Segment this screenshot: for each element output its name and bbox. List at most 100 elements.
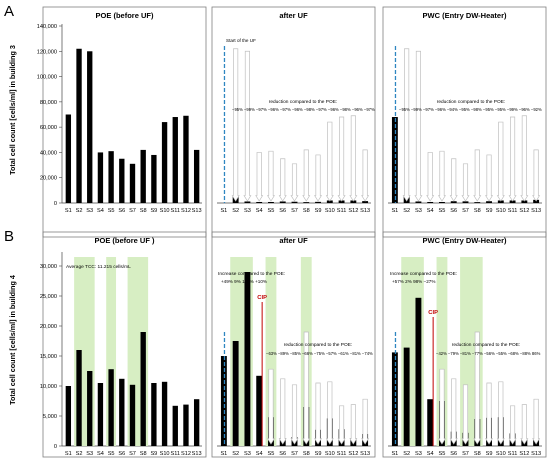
x-tick-label: S3 (415, 208, 422, 214)
x-tick-label: S6 (118, 208, 125, 214)
panel-frame (211, 6, 376, 238)
reduction-arrow (461, 384, 470, 445)
bar-S7 (129, 163, 136, 203)
x-tick-label: S7 (462, 208, 469, 214)
row-a-ylabel: Total cell count [cells/ml] in building … (8, 45, 17, 175)
reduction-arrow (278, 158, 287, 202)
average-tcc-note: Average TCC: 11.215 cells/mL (66, 264, 131, 270)
x-tick-label: S13 (192, 451, 202, 457)
x-tick-label: S2 (403, 208, 410, 214)
reduction-arrow (473, 149, 482, 202)
bar-S13 (193, 399, 200, 446)
x-tick-label: S7 (129, 451, 136, 457)
x-tick-label: S3 (244, 208, 251, 214)
x-tick-label: S5 (108, 208, 115, 214)
highlight-band (106, 257, 117, 446)
reduction-label: reduction compared to the POE: (437, 99, 506, 105)
x-tick-label: S1 (65, 208, 72, 214)
reduction-arrow (426, 152, 435, 202)
highlight-band (265, 257, 277, 446)
x-tick-label: S3 (244, 451, 251, 457)
x-tick-label: S12 (519, 451, 529, 457)
y-tick-label: 140,000 (37, 24, 57, 30)
chart-panel-2: after UF S1 S2 S3 S4 S5 S6 S7 S8 S9 S10 S11 S12 S13 (211, 6, 376, 238)
reduction-label: reduction compared to the POE: (452, 342, 521, 348)
x-tick-label: S9 (486, 208, 493, 214)
bar-S5 (268, 201, 274, 203)
panel-title: POE (before UF) (96, 11, 154, 20)
x-tick-label: S8 (303, 451, 310, 457)
panel-title: PWC (Entry DW-Heater) (422, 11, 507, 20)
bar-S11 (338, 200, 345, 203)
bar-S2 (76, 48, 82, 203)
reduction-label: reduction compared to the POE: (284, 342, 353, 348)
x-tick-label: S12 (348, 451, 358, 457)
x-tick-label: S9 (150, 451, 157, 457)
x-tick-label: S1 (391, 208, 398, 214)
reduction-arrow (437, 368, 446, 445)
x-tick-label: S10 (160, 208, 170, 214)
x-tick-label: S11 (170, 451, 180, 457)
x-tick-label: S10 (160, 451, 170, 457)
reduction-arrow (290, 163, 299, 202)
x-tick-label: S2 (76, 451, 83, 457)
panel-title: after UF (279, 11, 308, 20)
x-tick-label: S3 (86, 208, 93, 214)
bar-S12 (183, 404, 189, 446)
bar-S11 (172, 405, 178, 446)
cip-label: CIP (428, 310, 438, 316)
bar-S3 (415, 201, 422, 203)
panel-frame (382, 231, 547, 458)
x-tick-label: S4 (256, 451, 263, 457)
chart-panel-4: POE (before UF ) 0 5,000 10,000 15,000 20,000… (40, 231, 207, 458)
x-tick-label: S13 (360, 451, 370, 457)
reduction-arrow (325, 121, 334, 202)
x-tick-label: S6 (118, 451, 125, 457)
x-tick-label: S7 (291, 208, 298, 214)
x-tick-label: S6 (450, 451, 457, 457)
chart-panel-3: PWC (Entry DW-Heater)S1 S2 S3 S4 S5 S6 S7 S8 S9 S… (382, 6, 547, 238)
y-tick-label: 0 (54, 201, 57, 207)
x-tick-label: S1 (391, 451, 398, 457)
bar-S3 (87, 371, 93, 446)
x-tick-label: S9 (150, 208, 157, 214)
reduction-arrow (449, 378, 458, 445)
x-tick-label: S2 (232, 208, 239, 214)
reduction-arrow (314, 382, 323, 445)
bar-S5 (108, 151, 114, 203)
bar-S9 (151, 383, 157, 446)
reduction-label: reduction compared to the POE: (269, 99, 338, 105)
y-tick-label: 40,000 (40, 150, 57, 156)
chart-panel-1: POE (before UF) 0 20,000 40,000 60,000 80,000… (37, 6, 207, 238)
x-tick-label: S8 (140, 208, 147, 214)
bar-S8 (303, 202, 310, 203)
x-tick-label: S9 (315, 208, 322, 214)
x-tick-label: S5 (439, 451, 446, 457)
reduction-arrow (496, 121, 505, 202)
increase-values: +49% 9% 132% +10% (221, 279, 267, 284)
y-tick-label: 80,000 (40, 100, 57, 106)
reduction-arrow (325, 381, 334, 445)
bar-S10 (161, 381, 168, 446)
x-tick-label: S11 (337, 208, 347, 214)
reduction-arrow (302, 331, 311, 445)
x-tick-label: S10 (325, 208, 335, 214)
reduction-arrow (437, 150, 446, 202)
reduction-arrow (508, 116, 517, 202)
x-tick-label: S11 (337, 451, 347, 457)
bar-S7 (129, 384, 136, 446)
x-tick-label: S9 (486, 451, 493, 457)
bar-S10 (161, 122, 168, 203)
row-b-ylabel: Total cell count [cells/ml] in building … (8, 275, 17, 405)
panel-title: POE (before UF ) (94, 236, 155, 245)
x-tick-label: S12 (348, 208, 358, 214)
x-tick-label: S3 (415, 451, 422, 457)
reduction-arrow (314, 154, 323, 202)
x-tick-label: S4 (256, 208, 263, 214)
reduction-arrow (402, 48, 411, 202)
bar-S4 (256, 201, 263, 203)
x-tick-label: S2 (232, 451, 239, 457)
bar-S1 (65, 114, 72, 203)
x-tick-label: S2 (76, 208, 83, 214)
uf-start-note: Start of the UF (226, 38, 256, 43)
